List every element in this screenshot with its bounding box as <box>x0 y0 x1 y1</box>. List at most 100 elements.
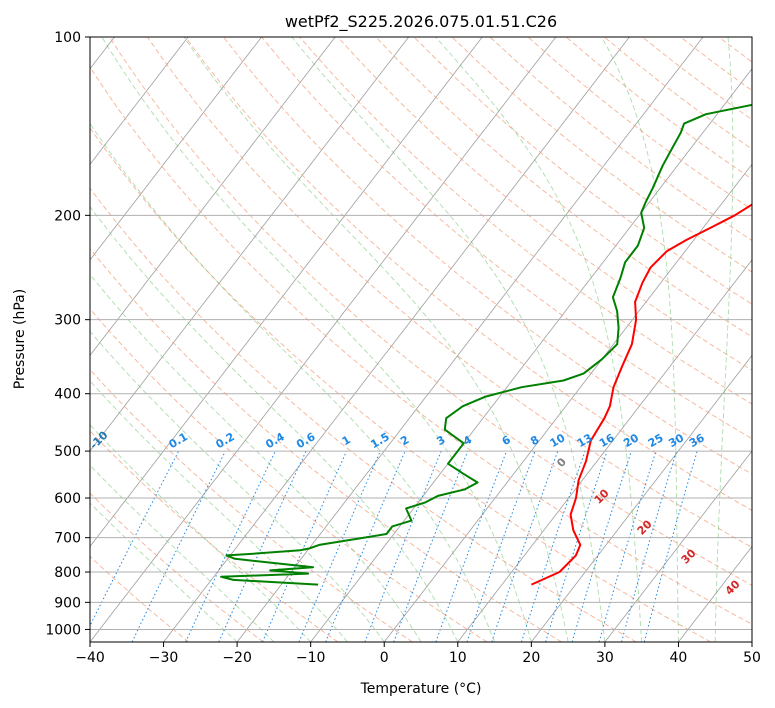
y-tick-label: 400 <box>54 387 81 403</box>
mixing-ratio-label: 25 <box>646 431 666 450</box>
dry-adiabat-line <box>527 37 752 211</box>
y-tick-label: 800 <box>54 565 81 581</box>
y-tick-label: 500 <box>54 444 81 460</box>
chart-title: wetPf2_S225.2026.075.01.51.C26 <box>285 12 557 32</box>
isotherm-line <box>457 259 752 642</box>
mixing-ratio-label: 6 <box>500 433 513 448</box>
moist-adiabat-line <box>90 122 496 642</box>
isotherm-line <box>90 37 336 357</box>
x-tick-label: 40 <box>670 650 688 666</box>
mixing-ratio-line <box>435 450 508 642</box>
mixing-ratio-line <box>262 450 348 642</box>
y-tick-label: 700 <box>54 531 81 547</box>
dry-adiabat-line <box>718 37 752 63</box>
dry-adiabat-line <box>90 555 189 642</box>
dry-adiabat-line <box>757 37 775 642</box>
isotherm-line <box>163 37 630 642</box>
mixing-ratio-line <box>131 450 226 642</box>
dewpoint-profile-line <box>220 103 752 586</box>
y-tick-label: 200 <box>54 208 81 224</box>
mixing-ratio-line <box>491 450 559 642</box>
moist-adiabat-line <box>183 37 569 642</box>
dry-adiabat-line <box>680 37 752 92</box>
moist-adiabat-line <box>714 37 734 642</box>
mixing-ratio-line <box>298 450 381 642</box>
y-axis-ticks: 100 200 300 400 500 600 700 800 900 1000 <box>45 30 90 638</box>
plot-frame <box>89 36 753 643</box>
mixing-ratio-label: 4 <box>461 433 474 448</box>
moist-adiabat-label: 20 <box>635 517 655 537</box>
moist-adiabat-line <box>601 37 679 642</box>
mixing-ratio-line <box>643 450 698 642</box>
mixing-ratio-label: 30 <box>666 431 686 450</box>
mixing-ratio-line <box>571 450 632 642</box>
isotherm-line <box>678 545 752 642</box>
dry-adiabat-line <box>565 37 752 180</box>
mixing-ratio-label: 13 <box>575 431 595 450</box>
mixing-ratio-line <box>218 450 307 642</box>
dry-adiabat-line <box>451 37 752 273</box>
isotherm-line <box>90 37 262 261</box>
isotherm-line <box>90 37 557 642</box>
moist-adiabat-line <box>90 205 459 642</box>
x-axis-label: Temperature (°C) <box>360 681 482 697</box>
grid-lines <box>90 37 752 630</box>
x-tick-label: 20 <box>522 650 540 666</box>
y-tick-label: 900 <box>54 595 81 611</box>
x-axis-ticks: −40 −30 −20 −10 0 10 20 30 40 50 <box>75 642 761 666</box>
isotherm-line <box>751 641 752 642</box>
y-tick-label: 300 <box>54 313 81 329</box>
moist-adiabat-label: 30 <box>679 546 699 566</box>
mixing-ratio-label: 2 <box>398 433 411 448</box>
mixing-ratio-line <box>364 450 442 642</box>
isotherm-line <box>530 354 752 642</box>
dry-adiabat-line <box>375 37 752 338</box>
x-tick-label: −30 <box>149 650 179 666</box>
x-tick-label: −40 <box>75 650 105 666</box>
isotherm-line <box>383 163 752 642</box>
mixing-ratio-label: 0.4 <box>263 430 287 451</box>
dry-adiabat-line <box>90 66 752 625</box>
y-tick-label: 100 <box>54 30 81 46</box>
mixing-ratio-label: 3 <box>434 433 447 448</box>
mixing-ratio-line <box>621 450 677 642</box>
moist-adiabat-line <box>90 273 422 642</box>
dry-adiabat-line <box>90 247 562 642</box>
mixing-ratio-line <box>598 450 657 642</box>
dry-adiabat-line <box>147 37 752 548</box>
dry-adiabat-line <box>90 187 637 642</box>
dry-adiabat-line <box>90 368 413 642</box>
dry-adiabat-line <box>642 37 752 121</box>
x-tick-label: 10 <box>449 650 467 666</box>
moist-adiabat-line <box>101 37 532 642</box>
moist-adiabat-line <box>90 424 312 642</box>
series-layer <box>220 103 752 586</box>
moist-adiabat-line <box>435 37 643 642</box>
dry-adiabat-line <box>90 127 712 642</box>
x-tick-label: 0 <box>380 650 389 666</box>
x-tick-label: −20 <box>222 650 252 666</box>
dry-adiabat-line <box>108 37 752 586</box>
moist-adiabat-line <box>90 464 275 642</box>
dry-adiabat-line <box>90 308 488 642</box>
x-tick-label: −10 <box>296 650 326 666</box>
mixing-ratio-line <box>466 450 536 642</box>
mixing-ratio-label: 16 <box>597 431 617 450</box>
mixing-ratio-line <box>545 450 608 642</box>
mixing-ratio-line <box>325 450 406 642</box>
mixing-ratio-label: 1 <box>340 433 353 448</box>
y-axis-label: Pressure (hPa) <box>12 289 28 389</box>
y-tick-label: 1000 <box>45 622 81 638</box>
mixing-ratio-line <box>90 450 180 627</box>
mixing-ratio-label: 0.2 <box>213 430 236 451</box>
mixing-ratio-line <box>393 450 469 642</box>
moist-adiabat-line <box>90 380 348 642</box>
dry-adiabat-line <box>413 37 752 305</box>
isotherm-line <box>90 37 410 452</box>
x-tick-label: 50 <box>743 650 761 666</box>
y-tick-label: 600 <box>54 491 81 507</box>
temperature-profile-line <box>530 203 752 586</box>
dry-adiabat-line <box>261 37 752 440</box>
isotherm-line <box>90 37 483 548</box>
